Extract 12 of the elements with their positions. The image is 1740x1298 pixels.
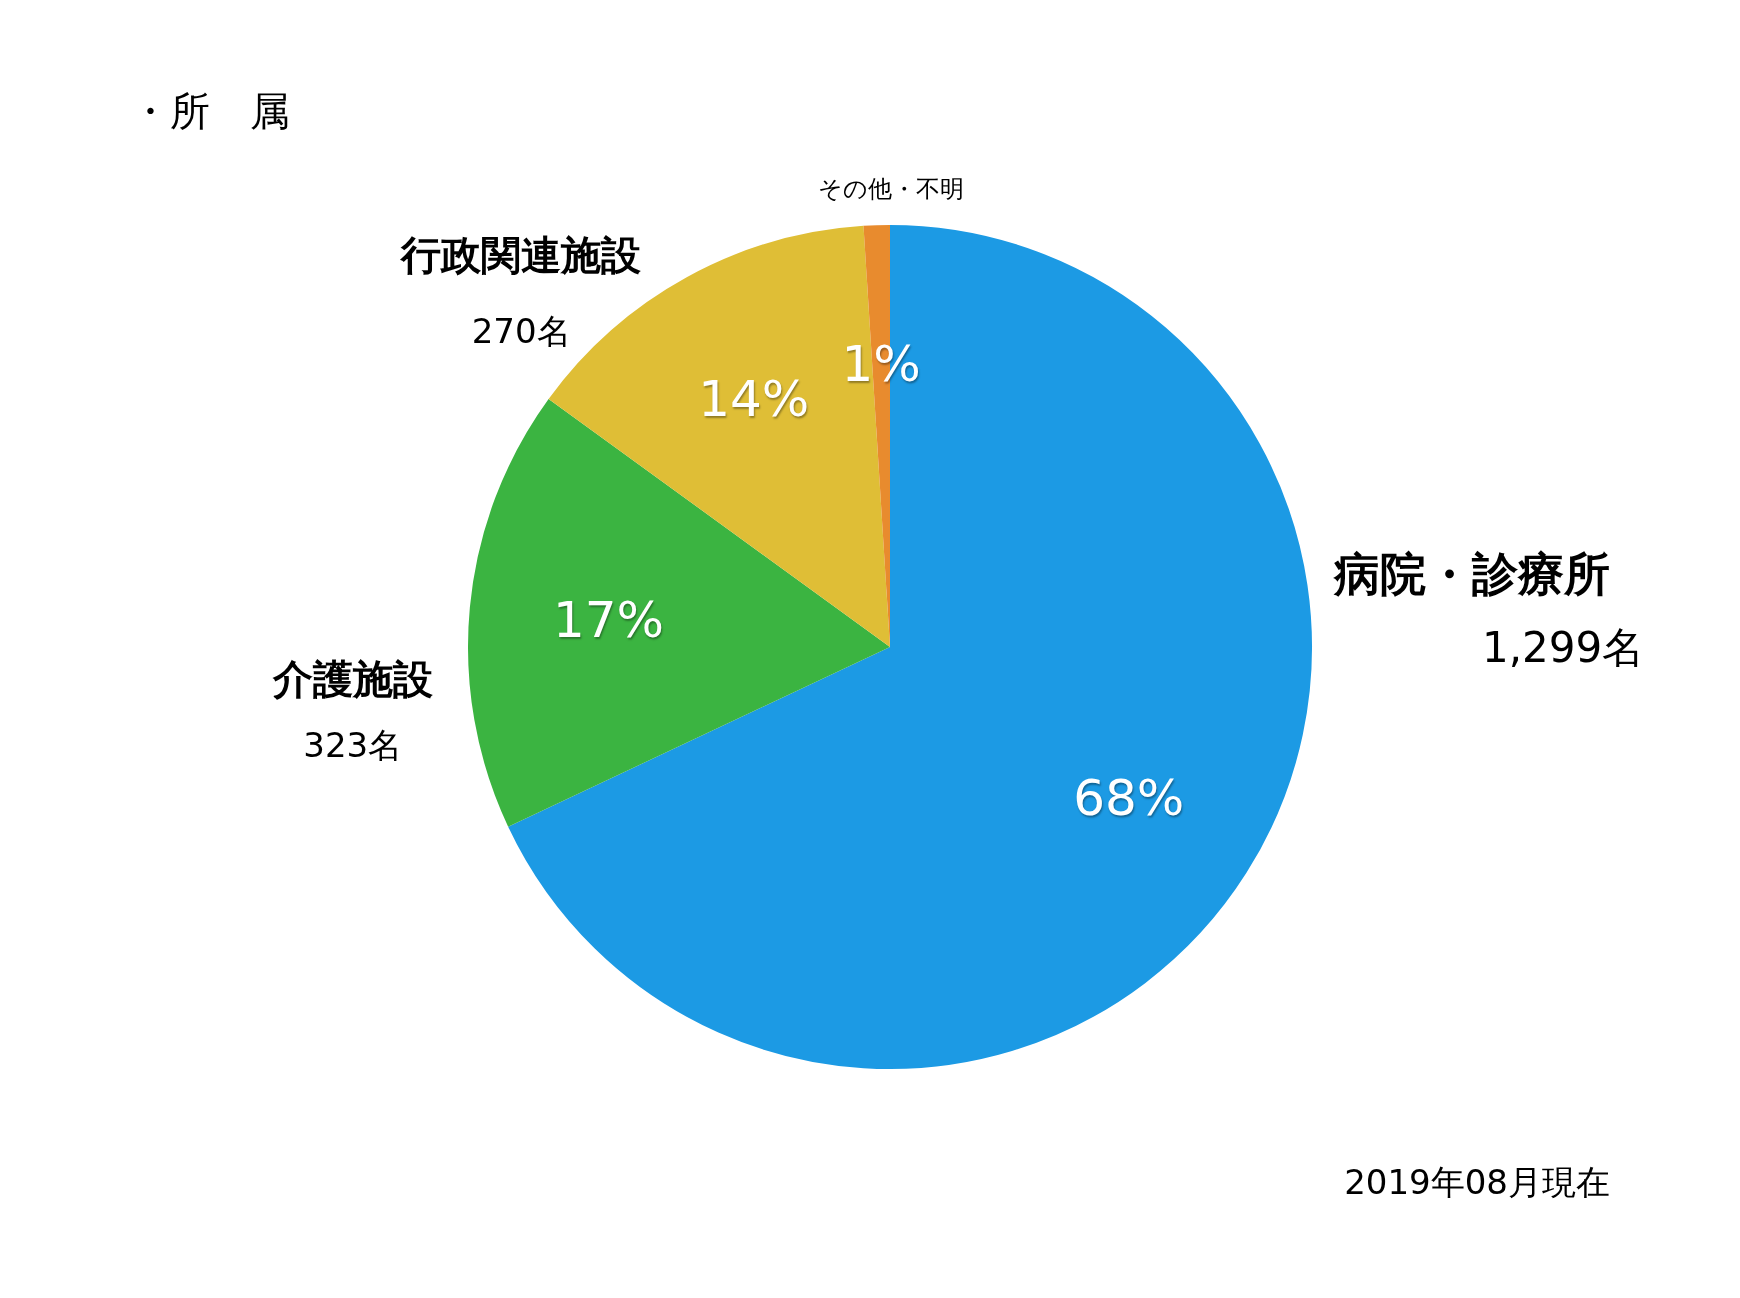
text: 323名 xyxy=(303,724,403,765)
slice-label: その他・不明 xyxy=(817,175,964,204)
text: 2019年08月現在 xyxy=(1344,1161,1610,1204)
data-label: 17% xyxy=(552,591,665,650)
slice-label: 行政関連施設 xyxy=(399,231,642,278)
text: 1,299名 xyxy=(1481,622,1645,672)
text: 270名 xyxy=(471,310,571,351)
chart-title: ・所 属 xyxy=(130,87,290,136)
data-label: 14% xyxy=(698,370,810,429)
slice-label: 病院・診療所 xyxy=(1332,546,1610,601)
data-label: 68% xyxy=(1073,769,1185,828)
slice-label: 介護施設 xyxy=(271,656,433,703)
